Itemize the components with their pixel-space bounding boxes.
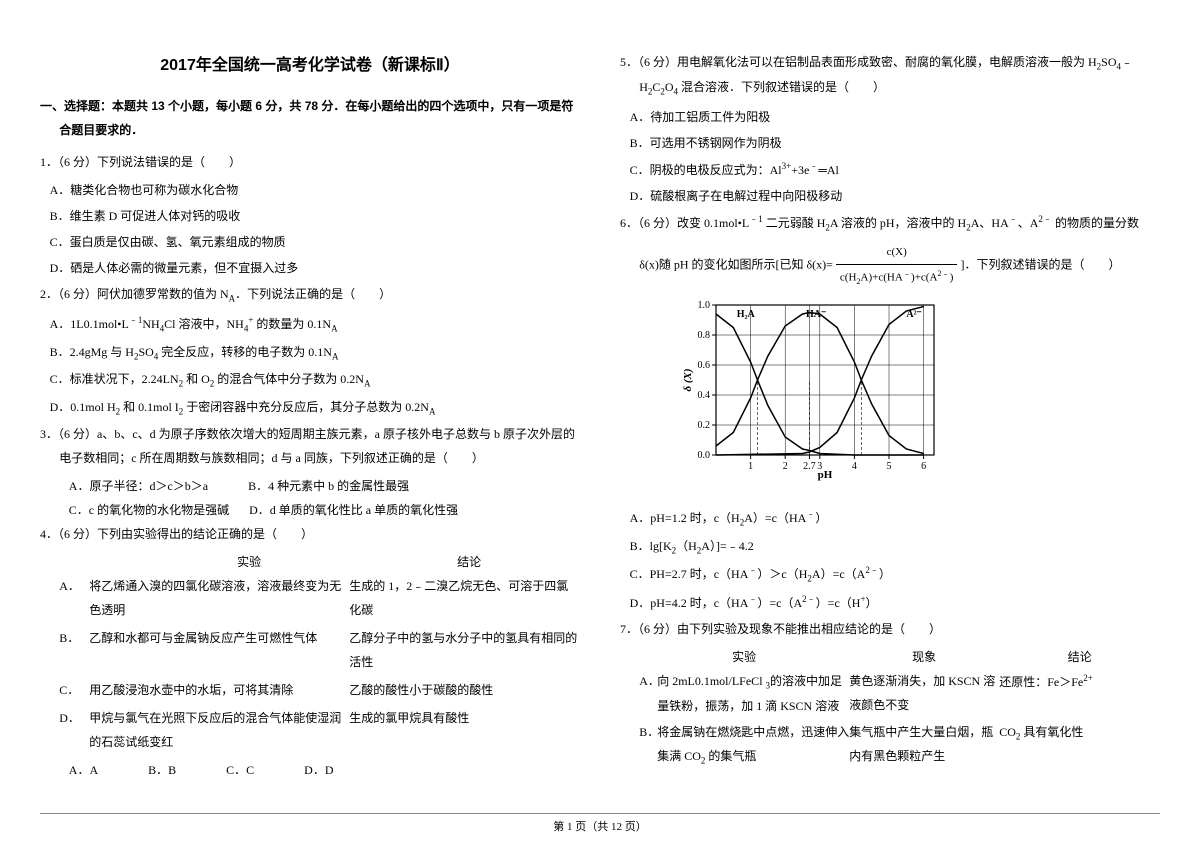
svg-text:pH: pH bbox=[818, 469, 833, 481]
svg-text:0.2: 0.2 bbox=[698, 420, 711, 431]
q1-opt-d: D．硒是人体必需的微量元素，但不宜摄入过多 bbox=[40, 256, 580, 280]
svg-text:HA⁻: HA⁻ bbox=[806, 309, 826, 320]
q3-opts-cd: C．c 的氧化物的水化物是强碱D．d 单质的氧化性比 a 单质的氧化性强 bbox=[40, 498, 580, 522]
q5-opt-b: B．可选用不锈钢网作为阴极 bbox=[620, 131, 1160, 155]
q1-opt-c: C．蛋白质是仅由碳、氢、氧元素组成的物质 bbox=[40, 230, 580, 254]
q2-opt-a: A．1L0.1mol•L﹣1NH4Cl 溶液中，NH4+ 的数量为 0.1NA bbox=[40, 311, 580, 337]
table-row: C．用乙酸浸泡水壶中的水垢，可将其清除乙酸的酸性小于碳酸的酸性 bbox=[59, 678, 580, 702]
page-footer: 第 1 页（共 12 页） bbox=[40, 813, 1160, 834]
q6-opt-a: A．pH=1.2 时，c（H2A）=c（HA﹣） bbox=[620, 505, 1160, 531]
q5-stem: 5．（6 分）用电解氧化法可以在铝制品表面形成致密、耐腐的氧化膜，电解质溶液一般… bbox=[620, 50, 1160, 101]
q7-stem: 7．（6 分）由下列实验及现象不能推出相应结论的是（ ） bbox=[620, 617, 1160, 641]
svg-text:1.0: 1.0 bbox=[698, 300, 711, 311]
svg-text:4: 4 bbox=[852, 461, 857, 472]
svg-text:2.7: 2.7 bbox=[803, 461, 816, 472]
svg-text:0.4: 0.4 bbox=[698, 390, 711, 401]
q5-opt-c: C．阴极的电极反应式为：Al3++3e﹣═Al bbox=[620, 157, 1160, 182]
q2-opt-c: C．标准状况下，2.24LN2 和 O2 的混合气体中分子数为 0.2NA bbox=[40, 367, 580, 392]
q2-stem: 2．（6 分）阿伏加德罗常数的值为 NA．下列说法正确的是（ ） bbox=[40, 282, 580, 307]
section-1-header: 一、选择题：本题共 13 个小题，每小题 6 分，共 78 分．在每小题给出的四… bbox=[40, 94, 580, 142]
svg-text:δ (X): δ (X) bbox=[682, 369, 694, 392]
right-column: 5．（6 分）用电解氧化法可以在铝制品表面形成致密、耐腐的氧化膜，电解质溶液一般… bbox=[620, 50, 1160, 800]
q1-opt-a: A．糖类化合物也可称为碳水化合物 bbox=[40, 178, 580, 202]
q1-opt-b: B．维生素 D 可促进人体对钙的吸收 bbox=[40, 204, 580, 228]
svg-text:6: 6 bbox=[921, 461, 926, 472]
table-row: A． 向 2mL0.1mol/LFeCl 3的溶液中加足量铁粉，振荡，加 1 滴… bbox=[639, 669, 1160, 718]
q3-stem: 3．（6 分）a、b、c、d 为原子序数依次增大的短周期主族元素，a 原子核外电… bbox=[40, 422, 580, 470]
q2-opt-b: B．2.4gMg 与 H2SO4 完全反应，转移的电子数为 0.1NA bbox=[40, 340, 580, 365]
svg-text:2: 2 bbox=[783, 461, 788, 472]
svg-text:H₂A: H₂A bbox=[737, 309, 756, 320]
q6-opt-d: D．pH=4.2 时，c（HA﹣）=c（A2﹣）=c（H+） bbox=[620, 590, 1160, 615]
q4-table: 实验结论 A．将乙烯通入溴的四氯化碳溶液，溶液最终变为无色透明生成的 1，2﹣二… bbox=[40, 550, 580, 754]
q7-table: 实验现象结论 A． 向 2mL0.1mol/LFeCl 3的溶液中加足量铁粉，振… bbox=[620, 645, 1160, 770]
table-row: A．将乙烯通入溴的四氯化碳溶液，溶液最终变为无色透明生成的 1，2﹣二溴乙烷无色… bbox=[59, 574, 580, 622]
q4-answers: A．AB．BC．CD．D bbox=[40, 758, 580, 782]
q6-opt-b: B．lg[K2（H2A）]=﹣4.2 bbox=[620, 534, 1160, 559]
table-row: B． 将金属钠在燃烧匙中点燃，迅速伸入集满 CO2 的集气瓶 集气瓶中产生大量白… bbox=[639, 720, 1160, 769]
table-row: B．乙醇和水都可与金属钠反应产生可燃性气体乙醇分子中的氢与水分子中的氢具有相同的… bbox=[59, 626, 580, 674]
svg-text:0.8: 0.8 bbox=[698, 330, 711, 341]
q2-opt-d: D．0.1mol H2 和 0.1mol I2 于密闭容器中充分反应后，其分子总… bbox=[40, 395, 580, 420]
svg-text:0.6: 0.6 bbox=[698, 360, 711, 371]
svg-text:A²⁻: A²⁻ bbox=[906, 309, 922, 320]
q6-opt-c: C．PH=2.7 时，c（HA﹣）＞c（H2A）=c（A2﹣） bbox=[620, 561, 1160, 587]
q5-opt-a: A．待加工铝质工件为阳极 bbox=[620, 105, 1160, 129]
q4-stem: 4．（6 分）下列由实验得出的结论正确的是（ ） bbox=[40, 522, 580, 546]
q1-stem: 1．（6 分）下列说法错误的是（ ） bbox=[40, 150, 580, 174]
q6-stem: 6．（6 分）改变 0.1mol•L﹣1 二元弱酸 H2A 溶液的 pH，溶液中… bbox=[620, 210, 1160, 236]
svg-text:1: 1 bbox=[748, 461, 753, 472]
svg-text:0.0: 0.0 bbox=[698, 450, 711, 461]
q3-opts-ab: A．原子半径：d＞c＞b＞aB．4 种元素中 b 的金属性最强 bbox=[40, 474, 580, 498]
fraction: c(X) c(H2A)+c(HA﹣)+c(A2﹣) bbox=[836, 240, 958, 291]
q6-formula: δ(x)随 pH 的变化如图所示[已知 δ(x)= c(X) c(H2A)+c(… bbox=[620, 240, 1160, 291]
left-column: 2017年全国统一高考化学试卷（新课标Ⅱ） 一、选择题：本题共 13 个小题，每… bbox=[40, 50, 580, 800]
table-row: D．甲烷与氯气在光照下反应后的混合气体能使湿润的石蕊试纸变红生成的氯甲烷具有酸性 bbox=[59, 706, 580, 754]
exam-title: 2017年全国统一高考化学试卷（新课标Ⅱ） bbox=[40, 50, 580, 82]
q6-chart: 0.00.20.40.60.81.0122.73456H₂AHA⁻A²⁻pHδ … bbox=[620, 299, 1160, 497]
q5-opt-d: D．硫酸根离子在电解过程中向阳极移动 bbox=[620, 184, 1160, 208]
svg-text:5: 5 bbox=[887, 461, 892, 472]
